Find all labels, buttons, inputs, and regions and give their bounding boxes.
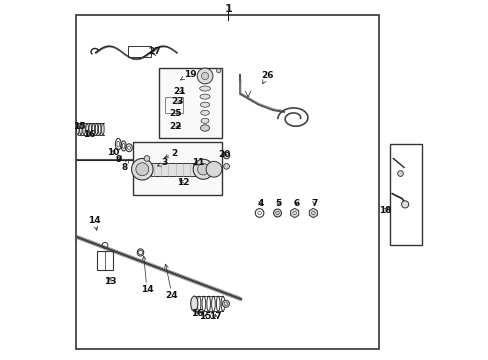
Text: 23: 23 bbox=[170, 97, 183, 106]
Ellipse shape bbox=[200, 102, 209, 107]
Circle shape bbox=[136, 163, 148, 176]
Text: 12: 12 bbox=[177, 178, 189, 187]
Ellipse shape bbox=[223, 152, 229, 159]
Text: 11: 11 bbox=[191, 158, 203, 167]
Text: 22: 22 bbox=[169, 122, 182, 131]
Circle shape bbox=[131, 158, 153, 180]
Text: 7: 7 bbox=[310, 199, 317, 208]
Text: 21: 21 bbox=[173, 86, 185, 95]
Bar bbox=[164, 97, 183, 113]
Ellipse shape bbox=[200, 94, 210, 99]
Text: 15: 15 bbox=[199, 312, 211, 321]
Text: 16: 16 bbox=[190, 309, 203, 318]
Text: 1: 1 bbox=[224, 4, 232, 14]
Text: 26: 26 bbox=[261, 71, 273, 84]
Text: 8: 8 bbox=[121, 159, 128, 172]
Circle shape bbox=[197, 163, 208, 175]
Text: 20: 20 bbox=[218, 150, 230, 159]
Circle shape bbox=[401, 201, 408, 208]
Ellipse shape bbox=[199, 86, 210, 91]
Text: 2: 2 bbox=[164, 149, 177, 158]
Bar bbox=[159, 68, 222, 138]
Bar bbox=[97, 251, 112, 270]
Bar bbox=[128, 46, 151, 57]
Text: 15: 15 bbox=[73, 122, 85, 131]
Circle shape bbox=[275, 211, 279, 215]
Text: 10: 10 bbox=[106, 148, 119, 157]
Text: 14: 14 bbox=[88, 216, 101, 230]
Text: 16: 16 bbox=[83, 130, 96, 139]
Text: 18: 18 bbox=[378, 206, 390, 215]
Circle shape bbox=[206, 161, 222, 177]
Ellipse shape bbox=[200, 125, 209, 131]
Text: 24: 24 bbox=[164, 264, 178, 300]
Text: 6: 6 bbox=[293, 199, 299, 208]
Text: 25: 25 bbox=[169, 109, 182, 118]
Circle shape bbox=[201, 72, 208, 80]
Circle shape bbox=[216, 68, 221, 73]
Circle shape bbox=[222, 300, 229, 307]
Text: 4: 4 bbox=[257, 199, 264, 208]
Bar bbox=[151, 163, 199, 176]
Circle shape bbox=[193, 159, 213, 179]
Ellipse shape bbox=[201, 118, 208, 123]
Circle shape bbox=[397, 171, 403, 176]
Circle shape bbox=[144, 156, 149, 161]
Circle shape bbox=[273, 209, 281, 217]
Text: 13: 13 bbox=[103, 276, 116, 285]
Ellipse shape bbox=[190, 296, 198, 311]
Text: 3: 3 bbox=[157, 158, 168, 167]
Text: 14: 14 bbox=[141, 256, 153, 294]
Text: 19: 19 bbox=[180, 70, 196, 80]
Ellipse shape bbox=[201, 110, 209, 115]
Circle shape bbox=[223, 163, 229, 169]
Text: 17: 17 bbox=[209, 312, 222, 321]
Bar bbox=[389, 144, 421, 244]
Circle shape bbox=[197, 68, 212, 84]
Text: 27: 27 bbox=[147, 47, 160, 56]
Text: 9: 9 bbox=[116, 155, 122, 164]
Bar bbox=[132, 142, 221, 195]
Bar bbox=[76, 15, 378, 348]
Text: 5: 5 bbox=[275, 199, 281, 208]
